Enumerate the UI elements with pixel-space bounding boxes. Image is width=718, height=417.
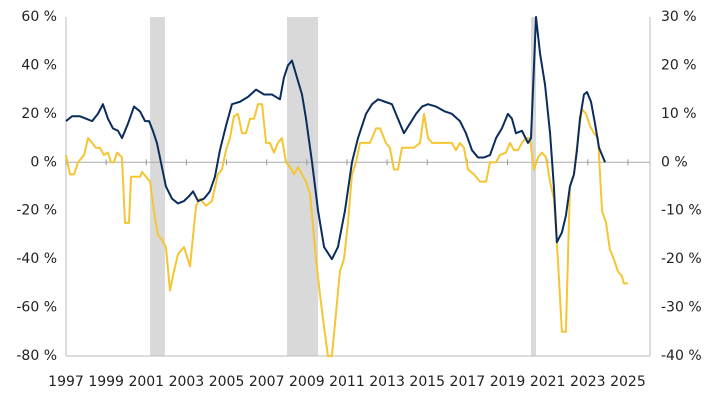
series-line bbox=[65, 16, 606, 261]
y-tick-label: 40 % bbox=[21, 57, 57, 73]
x-tick-label: 2005 bbox=[209, 374, 245, 390]
y2-tick-label: 10 % bbox=[661, 106, 697, 122]
recession-shade bbox=[530, 17, 537, 356]
y-tick-label: -60 % bbox=[16, 300, 57, 316]
y2-tick-label: 20 % bbox=[661, 57, 697, 73]
x-tick-label: 2021 bbox=[530, 374, 566, 390]
x-tick-label: 2011 bbox=[329, 374, 365, 390]
recession-shade bbox=[150, 17, 165, 356]
x-tick-label: 2009 bbox=[289, 374, 325, 390]
x-tick-label: 1999 bbox=[88, 374, 124, 390]
x-tick-label: 1997 bbox=[48, 374, 84, 390]
recession-shade bbox=[286, 17, 319, 356]
x-tick-label: 2019 bbox=[490, 374, 526, 390]
x-tick-label: 2007 bbox=[249, 374, 285, 390]
y-tick-label: -20 % bbox=[16, 203, 57, 219]
x-tick-label: 2025 bbox=[610, 374, 646, 390]
y-tick-label: 60 % bbox=[21, 9, 57, 25]
y-tick-label: -40 % bbox=[16, 251, 57, 267]
y-tick-label: 0 % bbox=[30, 154, 57, 170]
y-tick-label: -80 % bbox=[16, 348, 57, 364]
x-tick-label: 2023 bbox=[570, 374, 606, 390]
y-tick-label: 20 % bbox=[21, 106, 57, 122]
x-tick-label: 2001 bbox=[128, 374, 164, 390]
y2-tick-label: 0 % bbox=[661, 154, 688, 170]
y2-tick-label: -20 % bbox=[661, 251, 702, 267]
x-tick-label: 2013 bbox=[369, 374, 405, 390]
y2-tick-label: -30 % bbox=[661, 300, 702, 316]
x-tick-label: 2003 bbox=[169, 374, 205, 390]
x-tick-label: 2017 bbox=[450, 374, 486, 390]
y2-tick-label: -40 % bbox=[661, 348, 702, 364]
x-tick-label: 2015 bbox=[409, 374, 445, 390]
y2-tick-label: -10 % bbox=[661, 203, 702, 219]
series-line bbox=[65, 103, 628, 357]
y2-tick-label: 30 % bbox=[661, 9, 697, 25]
